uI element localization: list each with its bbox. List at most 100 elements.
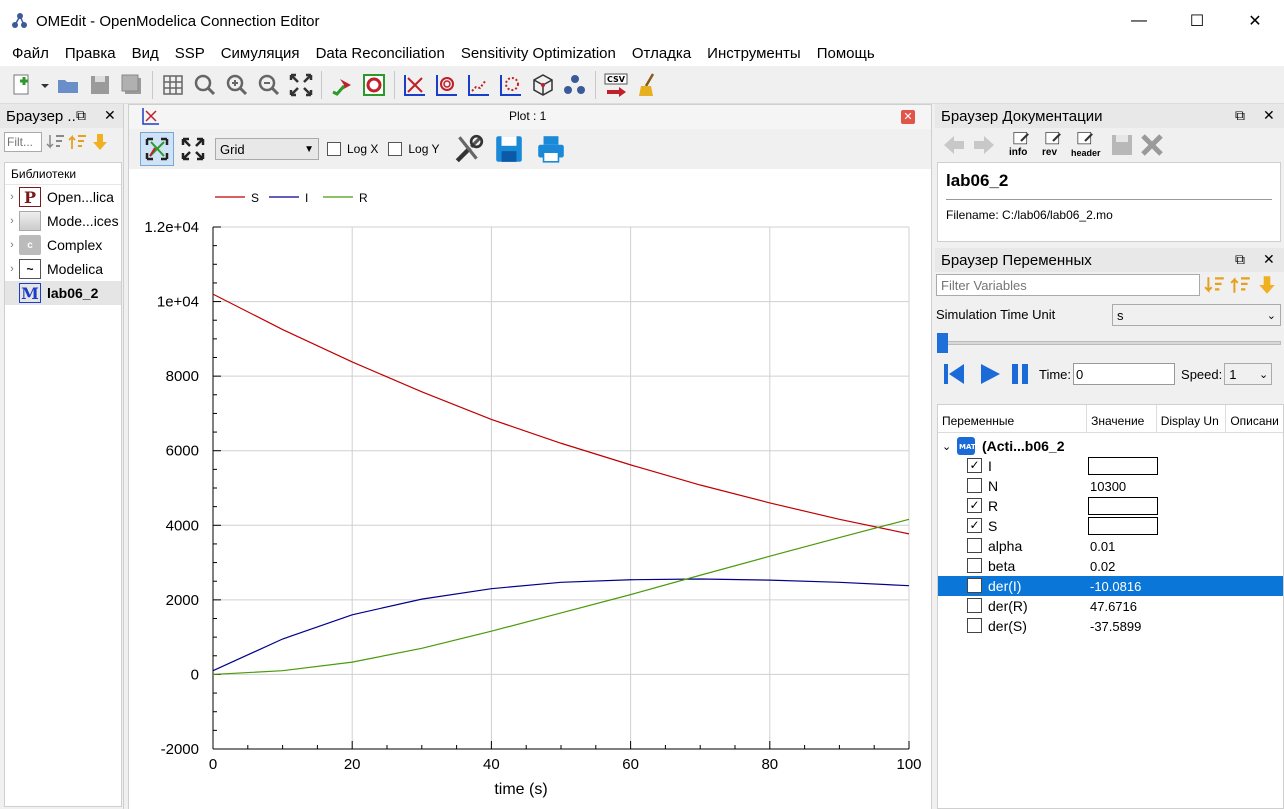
library-item-openmodelica[interactable]: › P Open...lica bbox=[5, 185, 121, 209]
plot-setup-button[interactable] bbox=[451, 131, 487, 167]
revisions-button[interactable]: rev bbox=[1039, 131, 1067, 159]
close-plot-icon[interactable]: ✕ bbox=[901, 110, 915, 124]
zoom-in-button[interactable] bbox=[222, 70, 252, 100]
variables-root-row[interactable]: ⌄ MAT (Acti...b06_2 bbox=[938, 436, 1283, 456]
library-filter-input[interactable] bbox=[4, 132, 42, 152]
zoom-reset-button[interactable] bbox=[190, 70, 220, 100]
menu-debug[interactable]: Отладка bbox=[631, 45, 692, 62]
fit-in-view-button[interactable] bbox=[140, 132, 174, 166]
parametric-plot-button[interactable] bbox=[432, 70, 462, 100]
variable-row[interactable]: alpha 0.01 bbox=[938, 536, 1283, 556]
filter-variables-input[interactable] bbox=[936, 274, 1200, 296]
variable-row[interactable]: beta 0.02 bbox=[938, 556, 1283, 576]
menu-help[interactable]: Помощь bbox=[816, 45, 875, 62]
variable-row[interactable]: der(I) -10.0816 bbox=[938, 576, 1283, 596]
sort-descending-icon[interactable] bbox=[1204, 274, 1226, 296]
menu-edit[interactable]: Правка bbox=[64, 45, 116, 62]
menu-view[interactable]: Вид bbox=[131, 45, 159, 62]
close-window-button[interactable]: ✕ bbox=[1248, 13, 1262, 30]
log-x-checkbox[interactable]: Log X bbox=[327, 142, 378, 156]
instantiate-model-button[interactable] bbox=[359, 70, 389, 100]
new-file-dropdown-button[interactable] bbox=[39, 70, 51, 100]
variable-row[interactable]: der(R) 47.6716 bbox=[938, 596, 1283, 616]
save-plot-button[interactable] bbox=[489, 131, 529, 167]
print-plot-button[interactable] bbox=[531, 131, 571, 167]
minimize-button[interactable]: — bbox=[1131, 12, 1147, 29]
variable-checkbox[interactable]: ✓ bbox=[967, 498, 982, 513]
fit-view-button[interactable] bbox=[286, 70, 316, 100]
undock-icon[interactable]: ⧉ bbox=[1235, 251, 1245, 267]
speed-select[interactable]: 1 ⌄ bbox=[1224, 363, 1273, 385]
close-panel-icon[interactable]: ✕ bbox=[1263, 251, 1275, 267]
chevron-right-icon[interactable]: › bbox=[10, 215, 14, 227]
menu-file[interactable]: Файл bbox=[12, 45, 49, 62]
log-y-box[interactable] bbox=[388, 142, 403, 156]
variable-row[interactable]: ✓ R bbox=[938, 496, 1283, 516]
column-value[interactable]: Значение bbox=[1087, 405, 1157, 432]
chevron-down-icon[interactable]: ⌄ bbox=[942, 440, 952, 453]
column-variables[interactable]: Переменные bbox=[938, 405, 1088, 432]
variable-row[interactable]: ✓ I bbox=[938, 456, 1283, 476]
header-button[interactable]: header bbox=[1071, 131, 1101, 159]
forward-arrow-icon[interactable] bbox=[971, 132, 997, 158]
variable-checkbox[interactable] bbox=[967, 618, 982, 633]
variable-checkbox[interactable]: ✓ bbox=[967, 518, 982, 533]
slider-handle[interactable] bbox=[937, 333, 948, 353]
sort-ascending-icon[interactable] bbox=[68, 132, 88, 152]
zoom-out-button[interactable] bbox=[254, 70, 284, 100]
chevron-right-icon[interactable]: › bbox=[10, 239, 14, 251]
new-file-button[interactable] bbox=[7, 70, 37, 100]
grid-select[interactable]: Grid ▼ bbox=[215, 138, 319, 160]
array-plot-button[interactable] bbox=[464, 70, 494, 100]
simulation-time-unit-select[interactable]: s ⌄ bbox=[1112, 304, 1281, 326]
chevron-right-icon[interactable]: › bbox=[10, 263, 14, 275]
menu-tools[interactable]: Инструменты bbox=[707, 45, 801, 62]
save-button[interactable] bbox=[85, 70, 115, 100]
variable-row[interactable]: der(S) -37.5899 bbox=[938, 616, 1283, 636]
check-model-button[interactable] bbox=[327, 70, 357, 100]
library-item-complex[interactable]: › c Complex bbox=[5, 233, 121, 257]
clear-button[interactable] bbox=[633, 70, 663, 100]
close-panel-icon[interactable]: ✕ bbox=[104, 107, 116, 123]
variable-checkbox[interactable] bbox=[967, 478, 982, 493]
menu-data-reconciliation[interactable]: Data Reconciliation bbox=[315, 45, 445, 62]
export-csv-button[interactable]: CSV bbox=[601, 70, 631, 100]
column-display-unit[interactable]: Display Un bbox=[1157, 405, 1227, 432]
save-all-button[interactable] bbox=[117, 70, 147, 100]
rewind-icon[interactable] bbox=[941, 361, 967, 387]
menu-simulation[interactable]: Симуляция bbox=[220, 45, 300, 62]
variable-value-field[interactable] bbox=[1088, 457, 1158, 475]
chevron-right-icon[interactable]: › bbox=[10, 191, 14, 203]
arrow-down-icon[interactable] bbox=[90, 132, 110, 152]
variable-row[interactable]: ✓ S bbox=[938, 516, 1283, 536]
pause-icon[interactable] bbox=[1007, 361, 1033, 387]
grid-button[interactable] bbox=[158, 70, 188, 100]
variable-value-field[interactable] bbox=[1088, 497, 1158, 515]
play-icon[interactable] bbox=[977, 361, 1003, 387]
log-x-box[interactable] bbox=[327, 142, 341, 156]
expand-button[interactable] bbox=[176, 132, 210, 166]
arrow-down-icon[interactable] bbox=[1256, 274, 1278, 296]
column-description[interactable]: Описани bbox=[1230, 414, 1279, 428]
plot-area[interactable]: 0 20 40 60 80 100 -2000 0 2000 4000 6000 8000 1e+04 1… bbox=[129, 169, 931, 809]
variable-value-field[interactable] bbox=[1088, 517, 1158, 535]
save-doc-icon[interactable] bbox=[1109, 132, 1135, 158]
network-button[interactable] bbox=[560, 70, 590, 100]
log-y-checkbox[interactable]: Log Y bbox=[388, 142, 440, 156]
open-file-button[interactable] bbox=[53, 70, 83, 100]
discard-doc-icon[interactable] bbox=[1139, 132, 1165, 158]
menu-sensitivity-optimization[interactable]: Sensitivity Optimization bbox=[460, 45, 616, 62]
undock-icon[interactable]: ⧉ bbox=[1235, 107, 1245, 123]
maximize-button[interactable]: ☐ bbox=[1189, 13, 1205, 30]
close-panel-icon[interactable]: ✕ bbox=[1263, 107, 1275, 123]
menu-ssp[interactable]: SSP bbox=[174, 45, 205, 62]
variable-checkbox[interactable] bbox=[967, 538, 982, 553]
simulation-time-slider[interactable] bbox=[935, 330, 1284, 354]
time-input[interactable] bbox=[1073, 363, 1176, 385]
undock-icon[interactable]: ⧉ bbox=[76, 107, 86, 123]
variable-row[interactable]: N 10300 bbox=[938, 476, 1283, 496]
variable-checkbox[interactable] bbox=[967, 578, 982, 593]
sort-descending-icon[interactable] bbox=[46, 132, 66, 152]
library-item-lab06-2[interactable]: M lab06_2 bbox=[5, 281, 121, 305]
animation-button[interactable] bbox=[528, 70, 558, 100]
